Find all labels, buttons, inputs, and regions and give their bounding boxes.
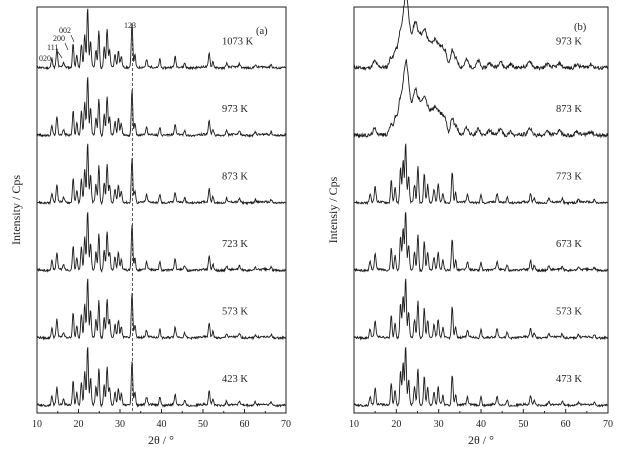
a-xtick-label-1: 20 [74, 419, 84, 430]
a-series-line-0 [36, 8, 287, 71]
b-xtick-label-3: 40 [476, 419, 486, 430]
a-series-line-1 [36, 77, 287, 138]
b-series-label-1: 873 K [556, 104, 582, 115]
a-xtick-label-2: 30 [115, 419, 125, 430]
a-hkl-arrow-0 [57, 51, 63, 59]
b-series-line-2 [353, 143, 609, 206]
a-hkl-arrow-2 [70, 34, 75, 43]
b-xtick-label-2: 30 [434, 419, 444, 430]
a-series-line-3 [36, 212, 286, 273]
panel-b-xlabel: 2θ / ° [468, 433, 494, 447]
b-xtick-label-6: 70 [603, 419, 613, 430]
a-series-label-3: 723 K [222, 239, 248, 250]
panel-b-label: (b) [574, 22, 587, 33]
a-hkl-label-020: 020 [39, 54, 51, 63]
a-series-label-4: 573 K [222, 307, 248, 318]
a-hkl-label-200: 200 [53, 34, 65, 43]
a-hkl-label-002: 002 [59, 26, 71, 35]
a-series-label-1: 973 K [222, 104, 248, 115]
a-hkl-label-111: 111 [47, 43, 58, 52]
a-series-label-2: 873 K [222, 172, 248, 183]
panel-a-xlabel: 2θ / ° [148, 433, 174, 447]
a-xtick-label-3: 40 [157, 419, 167, 430]
b-series-label-2: 773 K [556, 172, 582, 183]
b-series-label-3: 673 K [556, 239, 582, 250]
a-series-line-5 [36, 347, 287, 408]
a-xtick-label-6: 70 [281, 419, 291, 430]
panel-a-ylabel: Intensity / Cps [9, 175, 23, 245]
a-series-label-5: 423 K [222, 374, 248, 385]
a-hkl-label-123: 123 [124, 21, 136, 30]
b-series-line-1 [353, 59, 609, 139]
a-xtick-label-5: 60 [240, 419, 250, 430]
panel-b: 10 20 30 40 50 60 70 973 K 873 K 773 K 673 K 573 K 4… [349, 0, 613, 430]
a-series-line-4 [36, 278, 287, 341]
b-xtick-label-1: 20 [391, 419, 401, 430]
panel-b-ylabel: Intensiy / Cps [326, 176, 340, 243]
b-series-line-0 [353, 0, 609, 71]
b-xtick-label-0: 10 [349, 419, 359, 430]
b-series-line-4 [353, 278, 609, 341]
b-xtick-label-4: 50 [518, 419, 528, 430]
b-xtick-label-5: 60 [561, 419, 571, 430]
a-hkl-arrow-1 [64, 42, 69, 51]
a-series-label-0: 1073 K [222, 37, 254, 48]
b-series-line-3 [353, 212, 608, 273]
a-series-line-2 [36, 143, 287, 206]
b-series-label-4: 573 K [556, 307, 582, 318]
b-series-line-5 [353, 347, 609, 408]
a-xtick-label-4: 50 [198, 419, 208, 430]
b-series-label-5: 473 K [556, 374, 582, 385]
a-xtick-label-0: 10 [32, 419, 42, 430]
panel-a-label: (a) [256, 26, 268, 37]
panel-a: 10 20 30 40 50 60 70 1073 K 973 K 873 K 723 K 573 K… [32, 8, 291, 430]
b-series-label-0: 973 K [556, 37, 582, 48]
